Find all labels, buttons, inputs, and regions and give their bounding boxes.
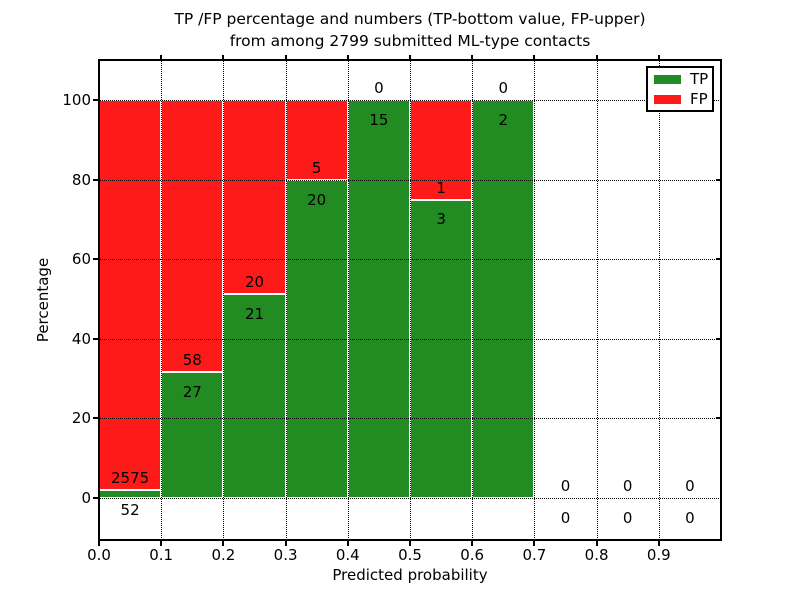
y-tick-label: 40 [71, 329, 91, 348]
v-gridline [472, 60, 474, 540]
fp-count-label: 2575 [111, 469, 150, 488]
x-tick-label: 0.6 [460, 546, 485, 564]
bar-tp-segment [410, 199, 473, 498]
v-gridline [534, 60, 536, 540]
x-tick-label: 0.9 [646, 546, 671, 564]
legend: TP FP [646, 66, 714, 112]
v-gridline [285, 60, 287, 540]
bar-tp-segment [472, 100, 535, 498]
x-tick-mark [222, 541, 225, 546]
y-tick-mark [93, 258, 98, 261]
tp-count-label: 2 [498, 110, 509, 129]
v-gridline [223, 60, 225, 540]
x-tick-label: 0.0 [87, 546, 111, 564]
bar-tp-segment [223, 294, 286, 498]
x-tick-label: 0.3 [273, 546, 298, 564]
y-tick-mark [93, 417, 98, 420]
fp-count-label: 58 [182, 350, 202, 369]
y-tick-label: 100 [62, 91, 91, 109]
fp-count-label: 0 [685, 477, 695, 496]
v-gridline [161, 60, 163, 540]
y-tick-mark [93, 99, 98, 101]
x-tick-mark-top [222, 55, 225, 59]
x-tick-mark [284, 541, 287, 546]
chart-title-line2: from among 2799 submitted ML-type contac… [229, 32, 591, 50]
v-gridline [658, 60, 660, 540]
x-tick-mark-top [657, 55, 660, 59]
x-tick-mark-top [346, 55, 349, 59]
bar-tp-segment [347, 100, 410, 498]
y-tick-mark-right [716, 337, 720, 340]
bar-fp-segment [410, 100, 473, 200]
v-gridline [596, 60, 598, 540]
legend-swatch-tp [654, 74, 681, 84]
fp-count-label: 1 [436, 178, 446, 197]
x-tick-mark-top [533, 55, 536, 59]
fp-count-label: 0 [498, 79, 509, 98]
legend-item: TP [654, 69, 709, 88]
fp-count-label: 5 [311, 158, 322, 177]
bar-fp-segment [161, 100, 224, 372]
x-tick-mark [471, 541, 474, 546]
y-tick-label: 20 [71, 409, 91, 428]
x-tick-mark [160, 541, 163, 546]
x-tick-mark [533, 541, 536, 546]
bar-fp-segment [99, 100, 162, 491]
tp-count-label: 15 [369, 110, 389, 129]
legend-label: TP [690, 69, 709, 88]
tp-count-label: 27 [182, 382, 202, 401]
x-tick-mark [595, 541, 598, 546]
y-tick-label: 80 [71, 170, 91, 189]
legend-swatch-fp [654, 94, 681, 104]
x-tick-label: 0.2 [211, 546, 236, 564]
fp-count-label: 0 [622, 477, 633, 496]
y-tick-label: 0 [81, 489, 91, 507]
plot-border [98, 59, 722, 541]
bar-tp-segment [285, 179, 348, 498]
x-axis-label: Predicted probability [332, 566, 488, 584]
tp-count-label: 3 [436, 210, 446, 229]
tp-count-label: 21 [244, 305, 265, 323]
y-tick-mark-right [716, 258, 720, 261]
tp-count-label: 0 [685, 508, 695, 527]
tp-count-label: 0 [560, 508, 571, 527]
tp-count-label: 20 [307, 190, 327, 209]
chart-title: TP /FP percentage and numbers (TP-bottom… [99, 8, 721, 52]
x-tick-label: 0.4 [335, 546, 360, 564]
y-tick-mark-right [716, 417, 720, 420]
x-tick-mark-top [160, 55, 163, 59]
fp-count-label: 0 [374, 79, 384, 98]
x-tick-label: 0.1 [149, 546, 174, 564]
x-tick-mark-top [595, 55, 598, 59]
y-tick-mark [93, 337, 98, 340]
x-tick-label: 0.7 [522, 546, 547, 564]
x-tick-mark [657, 541, 660, 546]
y-tick-mark [93, 497, 98, 499]
x-tick-label: 0.8 [584, 546, 609, 564]
tp-count-label: 0 [622, 508, 633, 527]
bar-fp-segment [285, 100, 348, 180]
x-tick-label: 0.5 [398, 546, 422, 564]
x-tick-mark [98, 541, 100, 546]
x-tick-mark [346, 541, 349, 546]
x-tick-mark [409, 541, 411, 546]
x-tick-mark-top [284, 55, 287, 59]
y-tick-label: 60 [71, 250, 91, 269]
fp-count-label: 20 [244, 273, 265, 292]
y-tick-mark-right [716, 178, 720, 181]
y-tick-mark [93, 178, 98, 181]
v-gridline [347, 60, 349, 540]
x-tick-mark-top [409, 55, 411, 59]
chart-title-line1: TP /FP percentage and numbers (TP-bottom… [174, 10, 646, 28]
x-tick-mark-top [471, 55, 474, 59]
v-gridline [410, 60, 411, 540]
legend-item: FP [654, 89, 708, 108]
tp-count-label: 52 [120, 501, 140, 519]
legend-label: FP [690, 89, 708, 108]
fp-count-label: 0 [560, 477, 571, 496]
